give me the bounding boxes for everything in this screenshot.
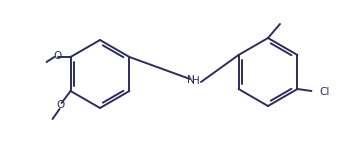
- Text: O: O: [53, 51, 62, 61]
- Text: Cl: Cl: [319, 87, 330, 97]
- Text: O: O: [57, 100, 65, 110]
- Text: N: N: [187, 75, 195, 85]
- Text: H: H: [192, 76, 200, 86]
